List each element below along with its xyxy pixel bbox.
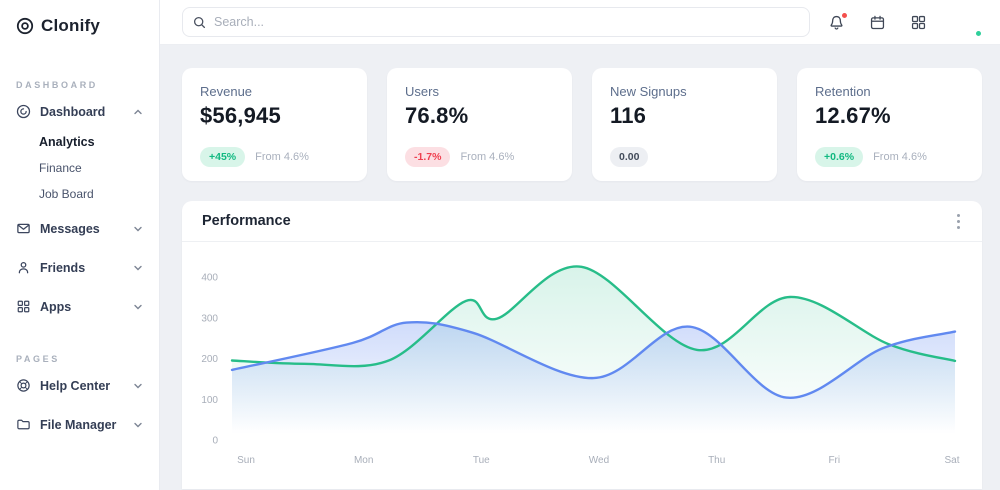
stat-value: 116 [610,103,647,128]
x-tick-label: Fri [828,455,840,466]
sidebar-item-label: Help Center [40,378,111,393]
search-box[interactable] [182,7,810,37]
sidebar-subitem-finance[interactable]: Finance [39,161,82,175]
notifications-button[interactable] [828,11,848,31]
topbar-actions [828,7,983,38]
sidebar-subitem-analytics[interactable]: Analytics [39,135,95,149]
search-input[interactable] [214,15,799,29]
x-tick-label: Sun [237,455,255,466]
y-tick-label: 100 [201,395,218,406]
topbar [160,0,1000,45]
help-icon [16,378,31,393]
notification-dot [841,11,848,19]
sidebar-item-dashboard[interactable]: Dashboard [0,94,159,129]
sidebar-item-friends[interactable]: Friends [0,250,159,285]
stat-card-retention: Retention 12.67% +0.6% From 4.6% [797,68,982,181]
folder-icon [16,417,31,432]
stat-note: From 4.6% [873,151,927,163]
section-label-pages: PAGES [16,354,60,364]
y-tick-label: 300 [201,313,218,324]
chevron-up-icon [133,107,143,117]
stat-card-users: Users 76.8% -1.7% From 4.6% [387,68,572,181]
stat-note: From 4.6% [255,151,309,163]
search-icon [193,16,206,28]
x-tick-label: Tue [473,455,490,466]
y-tick-label: 400 [201,273,218,284]
series-green-line [230,265,957,368]
dashboard-icon [16,104,31,119]
stat-label: Users [405,84,439,99]
messages-icon [16,221,31,236]
friends-icon [16,260,31,275]
sidebar-item-messages[interactable]: Messages [0,211,159,246]
sidebar-item-label: Friends [40,260,86,275]
stat-label: Retention [815,84,871,99]
performance-header: Performance [182,201,982,242]
status-badge: -1.7% [405,147,451,167]
section-label-dashboard: DASHBOARD [16,80,98,90]
sidebar-item-label: Messages [40,221,100,236]
sidebar: Clonify DASHBOARD Dashboard Analytics Fi… [0,0,160,490]
x-tick-label: Sat [944,455,959,466]
online-status-dot [974,29,983,38]
kebab-menu-button[interactable] [951,210,966,233]
apps-grid-button[interactable] [910,14,927,31]
y-tick-label: 200 [201,354,218,365]
stat-value: $56,945 [200,103,281,128]
user-menu[interactable] [951,7,983,38]
stat-value: 76.8% [405,103,469,128]
bell-icon [830,15,843,30]
brand-name: Clonify [41,16,101,35]
stat-label: New Signups [610,84,687,99]
stat-card-revenue: Revenue $56,945 +45% From 4.6% [182,68,367,181]
chevron-down-icon [133,302,143,312]
area-chart-svg: 0 100 200 300 400 Sun Mon Tue Wed Thu Fri Sat [201,265,960,466]
series-blue-line [230,320,957,399]
sidebar-subitem-job-board[interactable]: Job Board [39,187,94,201]
sidebar-item-label: Apps [40,299,72,314]
stat-value: 12.67% [815,103,891,128]
dashboard-submenu: Analytics Finance Job Board [0,129,159,207]
x-tick-label: Wed [589,455,609,466]
chevron-down-icon [133,224,143,234]
sidebar-item-label: Dashboard [40,104,106,119]
sidebar-item-help-center[interactable]: Help Center [0,368,159,403]
stats-row: Revenue $56,945 +45% From 4.6% Users 76.… [182,68,982,181]
performance-chart: 0 100 200 300 400 Sun Mon Tue Wed Thu Fri Sat [182,242,977,488]
content: Revenue $56,945 +45% From 4.6% Users 76.… [160,45,1000,490]
status-badge: +0.6% [815,147,864,167]
clonify-logo-icon [16,17,34,35]
x-tick-label: Mon [354,455,373,466]
brand-logo[interactable]: Clonify [0,14,159,36]
sidebar-item-apps[interactable]: Apps [0,289,159,324]
main-area: Revenue $56,945 +45% From 4.6% Users 76.… [160,0,1000,490]
sidebar-item-file-manager[interactable]: File Manager [0,407,159,442]
status-badge: 0.00 [610,147,649,167]
apps-grid-icon [911,15,926,29]
stat-card-new-signups: New Signups 116 0.00 [592,68,777,181]
stat-note: From 4.6% [460,151,515,163]
series-blue-area [232,322,955,440]
performance-card: Performance 0 100 200 300 400 Sun Mon Tue Wed Thu… [182,201,982,489]
sidebar-item-label: File Manager [40,417,117,432]
performance-title: Performance [202,213,291,229]
calendar-button[interactable] [869,14,886,31]
x-tick-label: Thu [708,455,725,466]
calendar-icon [870,15,885,29]
chevron-down-icon [133,263,143,273]
y-tick-label: 0 [212,436,218,447]
stat-label: Revenue [200,84,253,99]
apps-icon [16,299,31,314]
chevron-down-icon [133,381,143,391]
status-badge: +45% [200,147,246,167]
chevron-down-icon [133,420,143,430]
